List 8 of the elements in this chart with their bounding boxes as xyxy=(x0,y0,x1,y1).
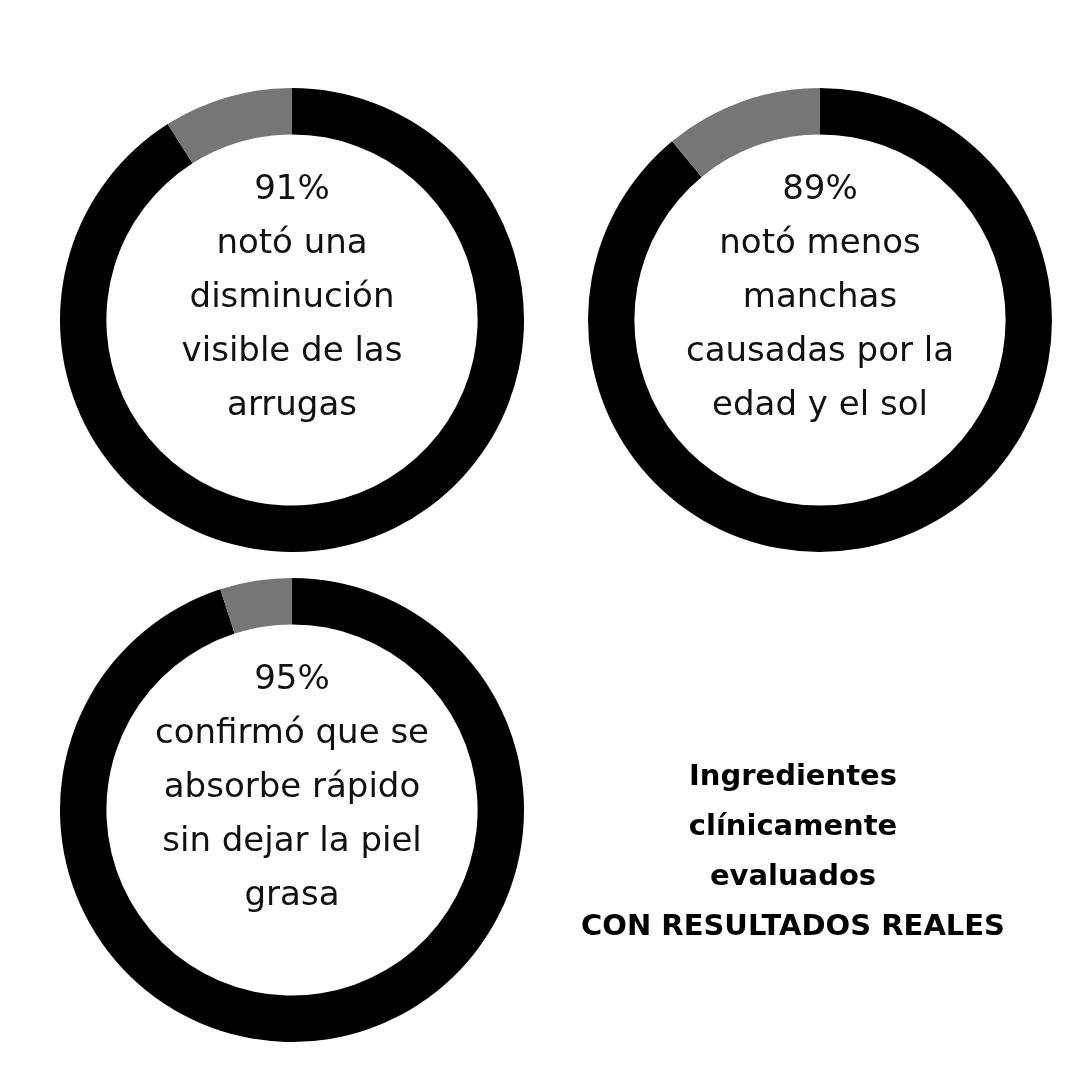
text: confirmó que se absorbe rápido sin dejar la piel grasa xyxy=(154,710,430,913)
data-label: 91% xyxy=(254,166,330,207)
text: Ingredientes clínicamente evaluados xyxy=(687,757,899,894)
text: notó una disminución visible de las arrugas xyxy=(181,220,403,423)
text: notó menos manchas causadas por la edad y el sol xyxy=(685,220,955,423)
data-label: 89% xyxy=(782,166,858,207)
text: CON RESULTADOS REALES xyxy=(581,907,1005,944)
data-label: 95% xyxy=(254,656,330,697)
